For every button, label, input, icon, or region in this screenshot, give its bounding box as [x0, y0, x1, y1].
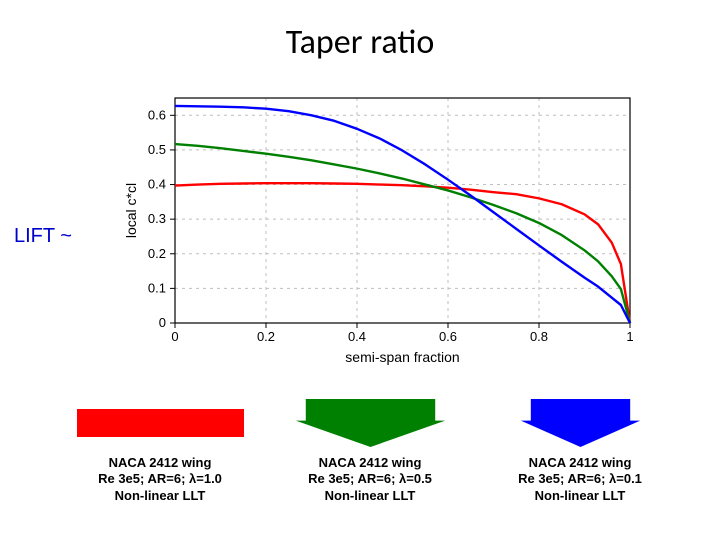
caption-line: Re 3e5; AR=6; λ=0.5 [308, 471, 432, 486]
taper-shape-rect [77, 409, 244, 437]
svg-text:0: 0 [171, 329, 178, 344]
caption-line: Non-linear LLT [115, 488, 206, 503]
caption-0: NACA 2412 wing Re 3e5; AR=6; λ=1.0 Non-l… [60, 455, 260, 504]
captions-row: NACA 2412 wing Re 3e5; AR=6; λ=1.0 Non-l… [60, 455, 680, 504]
lift-side-label: LIFT ~ [14, 225, 72, 248]
svg-text:0.1: 0.1 [148, 280, 166, 295]
caption-line: Non-linear LLT [535, 488, 626, 503]
svg-text:0.5: 0.5 [148, 142, 166, 157]
caption-line: Re 3e5; AR=6; λ=0.1 [518, 471, 642, 486]
caption-line: NACA 2412 wing [529, 455, 632, 470]
caption-1: NACA 2412 wing Re 3e5; AR=6; λ=0.5 Non-l… [270, 455, 470, 504]
shape-slot-2 [480, 399, 680, 447]
shape-slot-1 [270, 399, 470, 447]
svg-text:local c*cl: local c*cl [123, 183, 139, 238]
svg-text:semi-span fraction: semi-span fraction [345, 349, 459, 365]
caption-line: NACA 2412 wing [319, 455, 422, 470]
svg-text:0.2: 0.2 [257, 329, 275, 344]
svg-text:0.3: 0.3 [148, 211, 166, 226]
caption-line: NACA 2412 wing [109, 455, 212, 470]
caption-line: Non-linear LLT [325, 488, 416, 503]
taper-shapes-row [60, 395, 680, 450]
svg-text:0.6: 0.6 [439, 329, 457, 344]
svg-text:0.6: 0.6 [148, 107, 166, 122]
svg-text:0.4: 0.4 [348, 329, 366, 344]
svg-text:0.4: 0.4 [148, 177, 166, 192]
page-title: Taper ratio [0, 22, 720, 63]
caption-line: Re 3e5; AR=6; λ=1.0 [98, 471, 222, 486]
lift-distribution-chart: 0 0.2 0.4 0.6 0.8 1 0 0.1 0.2 0.3 0.4 0.5 0.6 semi-sp… [120, 88, 640, 368]
shape-slot-0 [60, 409, 260, 437]
taper-shape-arrow [497, 399, 664, 447]
svg-text:0.8: 0.8 [530, 329, 548, 344]
svg-text:1: 1 [626, 329, 633, 344]
svg-text:0: 0 [159, 315, 166, 330]
caption-2: NACA 2412 wing Re 3e5; AR=6; λ=0.1 Non-l… [480, 455, 680, 504]
taper-shape-arrow [287, 399, 454, 447]
svg-text:0.2: 0.2 [148, 246, 166, 261]
chart-svg: 0 0.2 0.4 0.6 0.8 1 0 0.1 0.2 0.3 0.4 0.5 0.6 semi-sp… [120, 88, 640, 368]
